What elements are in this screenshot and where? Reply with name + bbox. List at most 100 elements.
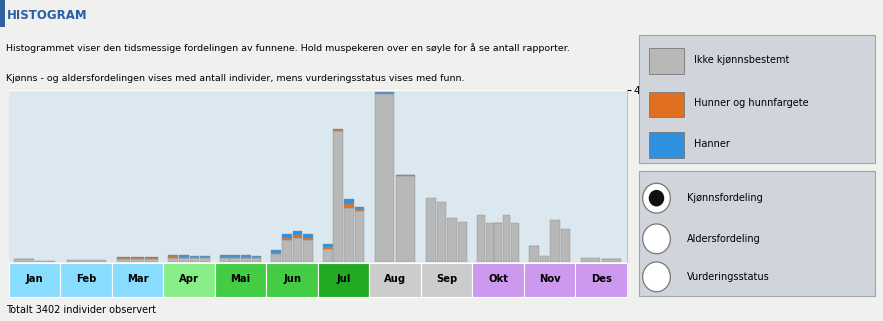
Bar xyxy=(117,258,130,259)
Bar xyxy=(66,260,106,262)
Bar xyxy=(60,264,112,297)
Bar xyxy=(334,131,343,262)
Text: Kjønns - og aldersfordelingen vises med antall individer, mens vurderingsstatus : Kjønns - og aldersfordelingen vises med … xyxy=(6,74,464,83)
Bar xyxy=(131,258,144,259)
Bar xyxy=(35,261,55,262)
Bar xyxy=(9,264,60,297)
Bar xyxy=(145,259,158,262)
Bar xyxy=(436,202,446,262)
Bar xyxy=(355,211,365,262)
Text: Okt: Okt xyxy=(488,274,508,284)
Text: Des: Des xyxy=(591,274,612,284)
Bar xyxy=(303,238,313,240)
Bar xyxy=(494,222,502,223)
Bar xyxy=(282,234,291,238)
Bar xyxy=(478,215,485,262)
Bar xyxy=(282,240,291,262)
Circle shape xyxy=(643,224,670,254)
Bar xyxy=(145,258,158,259)
Bar xyxy=(200,258,210,262)
Bar xyxy=(252,257,261,258)
Bar xyxy=(529,246,539,262)
Bar xyxy=(375,92,395,93)
Bar xyxy=(540,256,549,262)
Bar xyxy=(472,264,524,297)
Bar xyxy=(649,48,684,74)
Bar xyxy=(190,257,200,258)
Circle shape xyxy=(643,262,670,292)
Bar xyxy=(241,255,251,257)
Bar xyxy=(112,264,163,297)
Bar xyxy=(323,244,333,247)
Bar xyxy=(14,259,34,262)
Bar xyxy=(271,253,281,254)
Bar xyxy=(334,128,343,130)
Text: Hanner: Hanner xyxy=(694,139,730,149)
Bar xyxy=(179,258,189,262)
Bar xyxy=(303,240,313,262)
Bar xyxy=(230,255,240,257)
Text: Aug: Aug xyxy=(384,274,406,284)
FancyBboxPatch shape xyxy=(639,171,875,296)
Bar xyxy=(344,204,354,208)
Bar xyxy=(396,175,415,176)
Bar xyxy=(375,94,395,262)
Bar xyxy=(524,264,576,297)
Bar xyxy=(550,220,560,262)
Bar xyxy=(169,256,178,258)
Text: Ikke kjønnsbestemt: Ikke kjønnsbestemt xyxy=(694,55,789,65)
Bar xyxy=(200,256,210,257)
Bar xyxy=(602,259,622,262)
Bar xyxy=(581,258,600,262)
Bar xyxy=(369,264,421,297)
Bar xyxy=(576,264,627,297)
Text: Jan: Jan xyxy=(26,274,43,284)
Bar xyxy=(0,0,5,27)
Bar xyxy=(561,229,570,262)
Bar xyxy=(252,258,261,262)
Bar xyxy=(649,132,684,158)
Bar xyxy=(292,231,302,235)
Bar xyxy=(220,257,230,258)
Bar xyxy=(344,198,354,204)
Bar xyxy=(241,258,251,262)
Bar xyxy=(355,207,365,209)
Bar xyxy=(241,257,251,258)
Bar xyxy=(179,257,189,258)
Bar xyxy=(230,258,240,262)
Bar xyxy=(190,256,200,257)
Text: Mar: Mar xyxy=(127,274,148,284)
Bar xyxy=(220,258,230,262)
Bar xyxy=(252,256,261,257)
Bar xyxy=(511,223,519,262)
Bar xyxy=(303,234,313,238)
Bar xyxy=(169,258,178,262)
Bar xyxy=(145,257,158,258)
Bar xyxy=(323,247,333,249)
Bar xyxy=(282,238,291,240)
Bar xyxy=(271,250,281,253)
Bar xyxy=(200,257,210,258)
Bar xyxy=(334,130,343,131)
Bar xyxy=(457,222,467,262)
Text: Kjønnsfordeling: Kjønnsfordeling xyxy=(687,193,762,203)
Bar xyxy=(169,255,178,256)
Bar xyxy=(271,254,281,262)
Text: HISTOGRAM: HISTOGRAM xyxy=(7,9,87,22)
Circle shape xyxy=(643,183,670,213)
Text: Histogrammet viser den tidsmessige fordelingen av funnene. Hold muspekeren over : Histogrammet viser den tidsmessige forde… xyxy=(6,43,570,53)
Bar xyxy=(131,259,144,262)
Text: Vurderingsstatus: Vurderingsstatus xyxy=(687,272,769,282)
Bar xyxy=(117,259,130,262)
Text: Feb: Feb xyxy=(76,274,96,284)
Bar xyxy=(344,208,354,262)
Text: Apr: Apr xyxy=(179,274,199,284)
Bar xyxy=(494,223,502,262)
Text: Totalt 3402 individer observert: Totalt 3402 individer observert xyxy=(6,305,156,315)
Text: Sep: Sep xyxy=(436,274,457,284)
Text: Mai: Mai xyxy=(230,274,251,284)
Bar xyxy=(131,257,144,258)
Bar xyxy=(447,218,457,262)
Bar xyxy=(396,176,415,262)
Circle shape xyxy=(650,191,663,206)
